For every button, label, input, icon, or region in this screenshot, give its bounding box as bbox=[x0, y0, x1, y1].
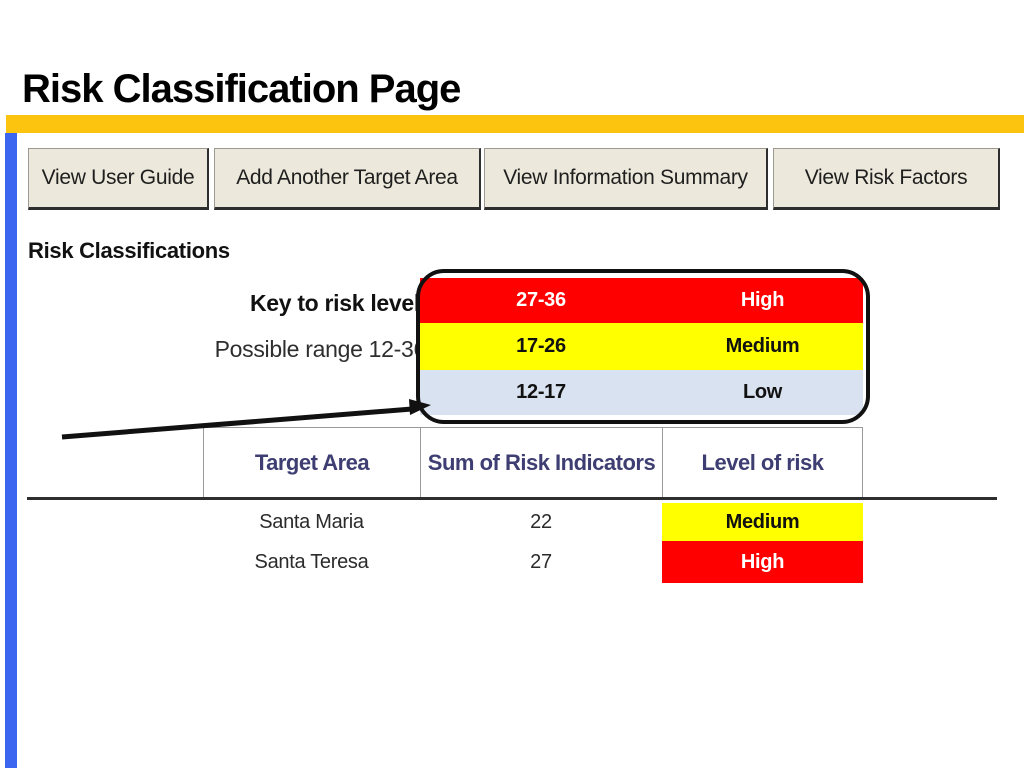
risk-key-table: 27-36 High 17-26 Medium 12-17 Low bbox=[420, 278, 863, 415]
cell-target-area: Santa Teresa bbox=[254, 550, 369, 573]
key-level-high: High bbox=[740, 289, 785, 311]
view-information-summary-button[interactable]: View Information Summary bbox=[484, 148, 768, 210]
column-header-target-area: Target Area bbox=[203, 427, 420, 497]
gold-accent-bar bbox=[6, 115, 1024, 133]
key-level-low: Low bbox=[742, 381, 783, 403]
key-subtitle-label: Possible range 12-36 bbox=[214, 336, 427, 362]
classification-table-header: Target Area Sum of Risk Indicators Level… bbox=[203, 427, 863, 497]
key-row-low: 12-17 Low bbox=[420, 370, 863, 415]
cell-level-of-risk: High bbox=[662, 541, 863, 583]
key-row-medium: 17-26 Medium bbox=[420, 323, 863, 370]
section-heading: Risk Classifications bbox=[28, 238, 230, 263]
key-range-high: 27-36 bbox=[516, 289, 566, 311]
view-user-guide-button[interactable]: View User Guide bbox=[28, 148, 209, 210]
key-range-medium: 17-26 bbox=[516, 335, 566, 357]
cell-level-of-risk: Medium bbox=[662, 503, 863, 541]
cell-target-area: Santa Maria bbox=[259, 510, 364, 533]
column-header-sum-of-risk-indicators: Sum of Risk Indicators bbox=[420, 427, 662, 497]
page-title: Risk Classification Page bbox=[22, 66, 461, 111]
add-another-target-area-button[interactable]: Add Another Target Area bbox=[214, 148, 481, 210]
view-risk-factors-button[interactable]: View Risk Factors bbox=[773, 148, 1000, 210]
key-level-medium: Medium bbox=[725, 335, 800, 357]
table-row: Santa Maria 22 Medium bbox=[203, 503, 863, 541]
cell-sum-of-risk-indicators: 22 bbox=[530, 510, 552, 533]
column-header-level-of-risk: Level of risk bbox=[662, 427, 863, 497]
cell-sum-of-risk-indicators: 27 bbox=[530, 550, 552, 573]
blue-accent-bar bbox=[5, 133, 17, 768]
key-title-label: Key to risk level bbox=[249, 290, 420, 316]
table-header-divider-rule bbox=[27, 497, 997, 500]
key-range-low: 12-17 bbox=[516, 381, 566, 403]
table-row: Santa Teresa 27 High bbox=[203, 541, 863, 583]
key-row-high: 27-36 High bbox=[420, 278, 863, 323]
